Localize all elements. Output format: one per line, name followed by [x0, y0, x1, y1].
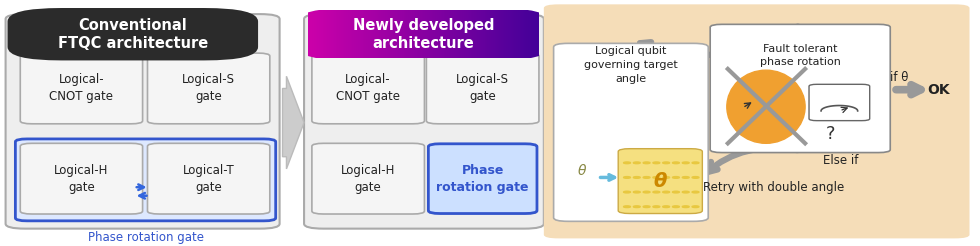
Circle shape — [692, 162, 699, 164]
Text: OK: OK — [927, 83, 950, 97]
Circle shape — [672, 162, 679, 164]
FancyBboxPatch shape — [618, 149, 703, 214]
Circle shape — [662, 206, 669, 208]
Circle shape — [653, 206, 660, 208]
Text: $\theta$: $\theta$ — [577, 163, 587, 178]
Circle shape — [653, 191, 660, 193]
Text: Logical qubit
governing target
angle: Logical qubit governing target angle — [584, 46, 678, 84]
Circle shape — [643, 177, 650, 178]
Text: Phase
rotation gate: Phase rotation gate — [436, 164, 529, 194]
FancyBboxPatch shape — [147, 143, 270, 214]
FancyArrow shape — [282, 76, 304, 169]
Circle shape — [662, 191, 669, 193]
FancyBboxPatch shape — [147, 53, 270, 124]
Ellipse shape — [727, 70, 806, 143]
FancyBboxPatch shape — [6, 14, 279, 229]
Circle shape — [692, 191, 699, 193]
Circle shape — [672, 177, 679, 178]
Text: Logical-
CNOT gate: Logical- CNOT gate — [336, 74, 400, 104]
Circle shape — [653, 177, 660, 178]
Circle shape — [633, 162, 640, 164]
Circle shape — [672, 206, 679, 208]
Text: Phase rotation gate: Phase rotation gate — [87, 231, 204, 244]
Text: Logical-
CNOT gate: Logical- CNOT gate — [49, 74, 114, 104]
Text: Logical-H
gate: Logical-H gate — [54, 164, 109, 194]
Circle shape — [682, 191, 689, 193]
Circle shape — [692, 206, 699, 208]
FancyBboxPatch shape — [428, 144, 537, 214]
Circle shape — [643, 191, 650, 193]
Circle shape — [623, 177, 630, 178]
FancyBboxPatch shape — [16, 139, 275, 221]
Circle shape — [653, 162, 660, 164]
Circle shape — [682, 177, 689, 178]
Text: Logical-S
gate: Logical-S gate — [182, 74, 235, 104]
Text: Fault tolerant
phase rotation: Fault tolerant phase rotation — [760, 44, 841, 67]
Circle shape — [692, 177, 699, 178]
FancyBboxPatch shape — [304, 14, 544, 229]
Text: Retry with double angle: Retry with double angle — [704, 181, 845, 194]
FancyBboxPatch shape — [554, 43, 709, 221]
Circle shape — [633, 206, 640, 208]
Circle shape — [643, 206, 650, 208]
FancyBboxPatch shape — [426, 53, 539, 124]
Text: θ: θ — [654, 172, 667, 191]
Text: Else if: Else if — [822, 154, 858, 167]
Circle shape — [623, 206, 630, 208]
Circle shape — [633, 177, 640, 178]
Circle shape — [623, 191, 630, 193]
Circle shape — [672, 191, 679, 193]
Circle shape — [682, 206, 689, 208]
FancyBboxPatch shape — [312, 143, 424, 214]
FancyBboxPatch shape — [809, 84, 869, 121]
Text: Newly developed
architecture: Newly developed architecture — [353, 17, 494, 51]
Circle shape — [633, 191, 640, 193]
Circle shape — [662, 162, 669, 164]
Text: Logical-T
gate: Logical-T gate — [183, 164, 234, 194]
Text: Conventional
FTQC architecture: Conventional FTQC architecture — [58, 17, 208, 51]
FancyBboxPatch shape — [544, 4, 969, 238]
Circle shape — [623, 162, 630, 164]
Circle shape — [662, 177, 669, 178]
FancyBboxPatch shape — [312, 53, 424, 124]
FancyBboxPatch shape — [710, 24, 890, 153]
Circle shape — [643, 162, 650, 164]
Text: ?: ? — [826, 124, 835, 143]
Text: Logical-S
gate: Logical-S gate — [456, 74, 510, 104]
FancyBboxPatch shape — [21, 143, 143, 214]
FancyBboxPatch shape — [8, 8, 258, 61]
Text: if θ: if θ — [890, 71, 908, 84]
Circle shape — [682, 162, 689, 164]
Text: Logical-H
gate: Logical-H gate — [341, 164, 395, 194]
FancyBboxPatch shape — [21, 53, 143, 124]
